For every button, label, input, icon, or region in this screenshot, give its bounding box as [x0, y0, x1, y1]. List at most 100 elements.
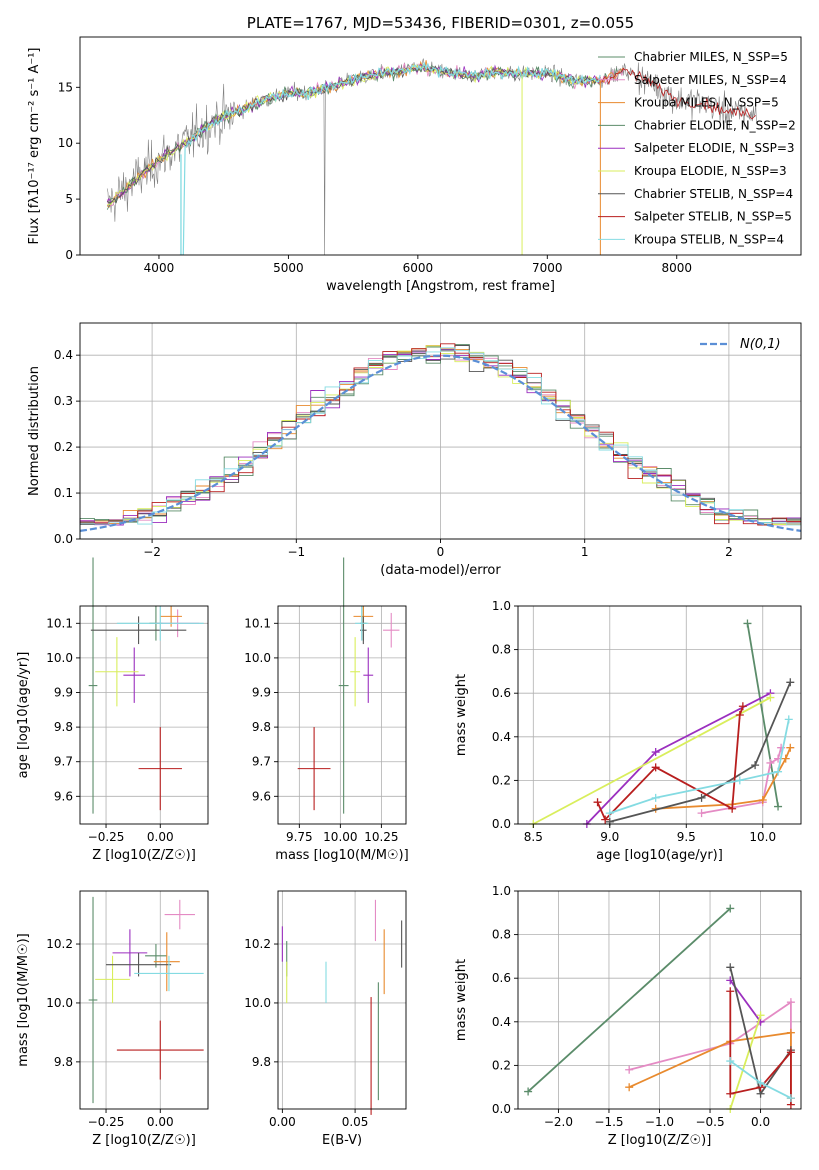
- point-marker-chab_elod: [743, 619, 752, 628]
- legend-label-salp_stel: Salpeter STELIB, N_SSP=5: [634, 210, 792, 224]
- legend-label-salp_elod: Salpeter ELODIE, N_SSP=3: [634, 141, 795, 155]
- x-tick-label: 4000: [144, 261, 175, 275]
- x-axis-label: mass [log10(M/M☉)]: [275, 848, 408, 863]
- x-tick-label: 10.0: [749, 830, 776, 844]
- y-axis-label: Flux [fλ10⁻¹⁷ erg cm⁻² s⁻¹ A⁻¹]: [27, 48, 42, 245]
- plot-area-age_vs_mass: [297, 557, 400, 814]
- plot-area-spectrum: [106, 58, 757, 255]
- point-marker-krou_elod: [756, 1011, 765, 1020]
- y-axis-label: Normed distribution: [27, 366, 42, 496]
- y-tick-label: 10.1: [244, 616, 271, 630]
- panel-mass_vs_EBV: 0.00 0.05 9.8 10.0 10.2 E(B-V): [244, 890, 407, 1148]
- x-tick-label: 5000: [273, 261, 304, 275]
- axes-frame: [79, 36, 802, 256]
- point-marker-chab_stel: [786, 678, 795, 687]
- y-tick-label: 10.2: [46, 937, 73, 951]
- x-tick-label: 0: [437, 545, 445, 559]
- point-marker-chab_stel: [726, 963, 735, 972]
- x-axis-label: age [log10(age/yr)]: [596, 848, 723, 863]
- axes-residuals: −2 −1 0 1 2 0.0 0.1 0.2 0.3 0.4 (data-model)/error…: [27, 322, 802, 578]
- x-axis-label: E(B-V): [322, 1133, 362, 1148]
- axes-frame: [277, 890, 407, 1110]
- point-marker-krou_miles: [758, 796, 767, 805]
- axes-frame: [517, 605, 802, 825]
- point-marker-krou_elod: [766, 693, 775, 702]
- panel-massweight_vs_Z: −2.0 −1.5 −1.0 −0.5 0.0 0.0 0.2 0.4 0.6 0.8 1.0 Z […: [454, 884, 802, 1148]
- y-tick-label: 10.1: [46, 616, 73, 630]
- y-tick-label: 9.9: [54, 686, 73, 700]
- y-tick-label: 0.6: [492, 686, 511, 700]
- x-tick-label: 0.00: [269, 1115, 296, 1129]
- y-tick-label: 0.4: [492, 1015, 511, 1029]
- legend: Chabrier MILES, N_SSP=5 Salpeter MILES, N…: [598, 50, 796, 246]
- x-tick-label: −0.25: [88, 1115, 125, 1129]
- point-marker-salp_stel: [738, 702, 747, 711]
- x-tick-label: 10.00: [323, 830, 357, 844]
- y-tick-label: 10.0: [244, 996, 271, 1010]
- legend-label-chab_miles: Chabrier MILES, N_SSP=5: [634, 50, 788, 64]
- point-marker-salp_stel: [726, 1089, 735, 1098]
- x-axis-label: (data-model)/error: [380, 563, 501, 578]
- x-tick-label: −1.5: [594, 1115, 623, 1129]
- y-tick-label: 1.0: [492, 599, 511, 613]
- axes-mass_vs_EBV: 0.00 0.05 9.8 10.0 10.2 E(B-V): [244, 890, 407, 1148]
- point-marker-salp_stel: [735, 711, 744, 719]
- x-tick-label: 2: [725, 545, 733, 559]
- x-tick-label: −2.0: [544, 1115, 573, 1129]
- point-marker-salp_miles: [697, 809, 706, 818]
- y-tick-label: 9.6: [252, 789, 271, 803]
- point-marker-salp_stel: [593, 798, 602, 807]
- y-tick-label: 0: [65, 248, 73, 262]
- x-tick-label: 8.5: [524, 830, 543, 844]
- y-tick-label: 5: [65, 192, 73, 206]
- y-tick-label: 9.7: [54, 755, 73, 769]
- legend-label-krou_elod: Kroupa ELODIE, N_SSP=3: [634, 164, 787, 178]
- x-axis-label: Z [log10(Z/Z☉)]: [92, 1133, 196, 1148]
- y-tick-label: 9.8: [252, 720, 271, 734]
- x-tick-label: 7000: [532, 261, 563, 275]
- y-tick-label: 9.7: [252, 755, 271, 769]
- plot-area-mass_vs_EBV: [281, 899, 403, 1115]
- y-tick-label: 0.2: [54, 440, 73, 454]
- legend-label-krou_miles: Kroupa MILES, N_SSP=5: [634, 96, 779, 110]
- point-marker-krou_stel: [786, 1094, 795, 1103]
- y-axis-label: mass weight: [454, 959, 469, 1041]
- plot-area-mass_vs_Z: [88, 896, 204, 1104]
- y-tick-label: 0.4: [54, 348, 73, 362]
- y-tick-label: 0.8: [492, 928, 511, 942]
- axes-massweight_vs_age: 8.5 9.0 9.5 10.0 0.0 0.2 0.4 0.6 0.8 1.0 age [log1…: [454, 599, 802, 863]
- point-marker-salp_stel: [651, 763, 660, 772]
- point-marker-chab_elod: [726, 904, 735, 913]
- axes-frame: [79, 890, 209, 1110]
- x-tick-label: 6000: [403, 261, 434, 275]
- y-tick-label: 0.0: [492, 1102, 511, 1116]
- histogram-krou_stel: [79, 347, 801, 539]
- point-marker-krou_miles: [781, 754, 790, 763]
- x-axis-label: Z [log10(Z/Z☉)]: [608, 1133, 712, 1148]
- point-marker-krou_miles: [786, 743, 795, 752]
- y-tick-label: 10.0: [244, 651, 271, 665]
- spectrum-lines: [106, 58, 757, 255]
- x-tick-label: 0.05: [342, 1115, 369, 1129]
- panel-mass_vs_Z: −0.25 0.00 9.8 10.0 10.2 Z [log10(Z/Z☉)] mass …: [16, 890, 209, 1148]
- y-tick-label: 0.0: [492, 817, 511, 831]
- x-tick-label: −1: [287, 545, 305, 559]
- y-tick-label: 0.8: [492, 643, 511, 657]
- y-tick-label: 0.1: [54, 486, 73, 500]
- point-marker-krou_stel: [774, 767, 783, 776]
- series-line-krou_stel: [179, 61, 601, 255]
- point-marker-salp_elod: [651, 748, 660, 757]
- point-marker-chab_stel: [751, 761, 760, 770]
- axes-spectrum: 4000 5000 6000 7000 8000 0 5 10 15 wavelength [An…: [27, 14, 802, 294]
- panel-spectrum: 4000 5000 6000 7000 8000 0 5 10 15 wavelength [An…: [27, 14, 802, 294]
- y-tick-label: 0.2: [492, 773, 511, 787]
- plot-area-massweight_vs_Z: [524, 904, 795, 1113]
- axes-age_vs_mass: 9.75 10.00 10.25 9.6 9.7 9.8 9.9 10.0 10.1 mass […: [244, 605, 409, 863]
- point-marker-krou_miles: [786, 1028, 795, 1037]
- x-tick-label: −2: [143, 545, 161, 559]
- legend-label-chab_stel: Chabrier STELIB, N_SSP=4: [634, 187, 793, 201]
- x-axis-label: wavelength [Angstrom, rest frame]: [326, 279, 555, 294]
- x-tick-label: 1: [581, 545, 589, 559]
